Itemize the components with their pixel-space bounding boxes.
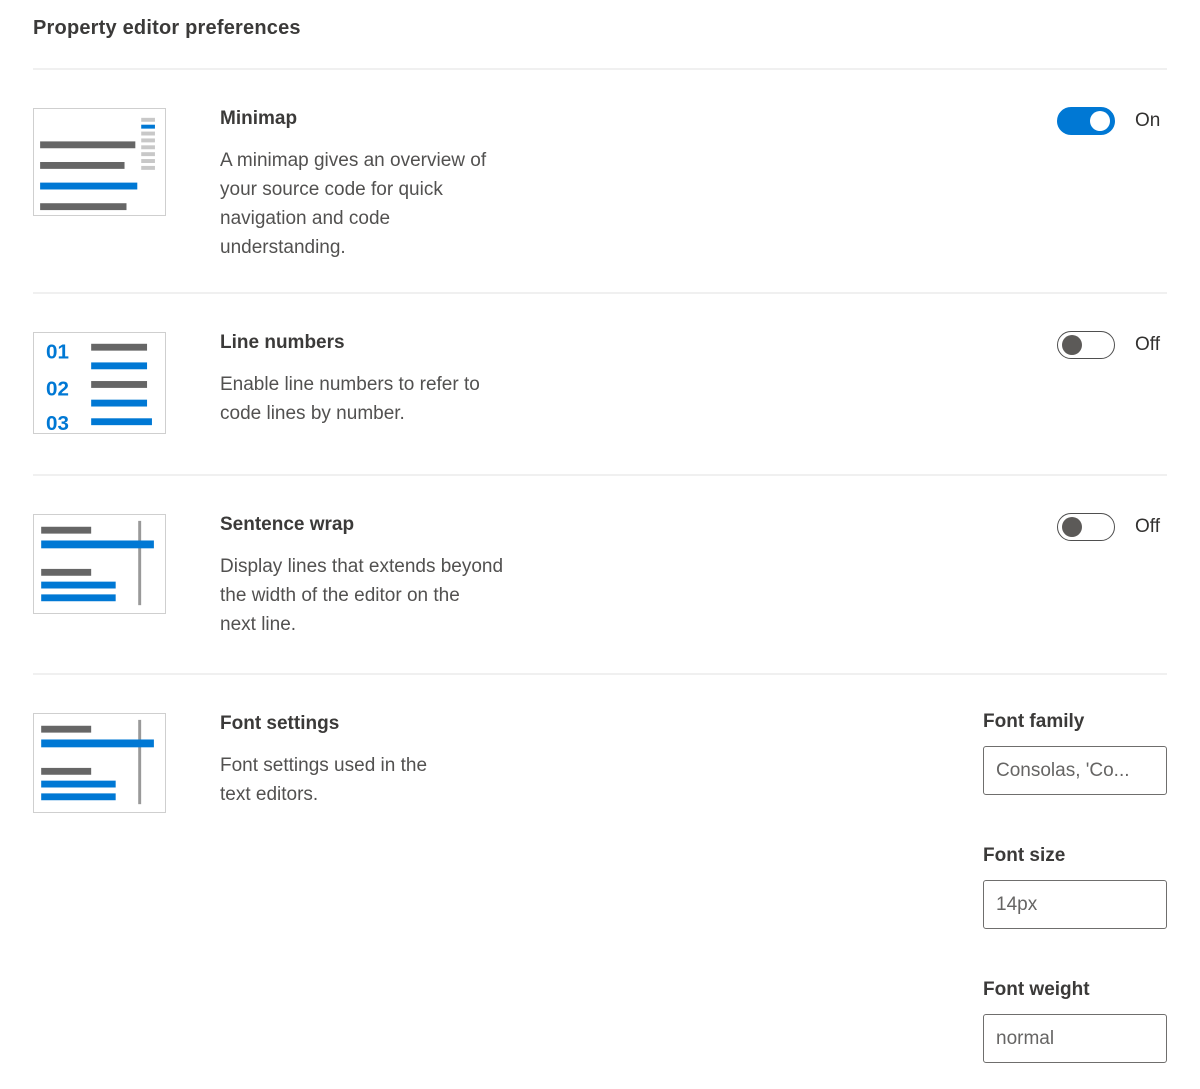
section-line-numbers: 01 02 03 Line numbers Enable line number… (33, 294, 1167, 464)
font-family-field-group: Font family (983, 711, 1167, 795)
font-weight-label: Font weight (983, 979, 1090, 1000)
line-numbers-title: Line numbers (220, 332, 345, 353)
svg-text:03: 03 (46, 412, 69, 433)
line-numbers-control: Off (1057, 330, 1167, 359)
minimap-text: Minimap A minimap gives an overview of y… (220, 106, 580, 262)
sentence-wrap-toggle-row: Off (1057, 513, 1167, 541)
font-family-input[interactable] (983, 746, 1167, 795)
minimap-toggle-label: On (1135, 110, 1161, 131)
font-settings-title: Font settings (220, 713, 340, 734)
sentence-wrap-control: Off (1057, 512, 1167, 541)
line-numbers-toggle[interactable] (1057, 331, 1115, 359)
font-size-label: Font size (983, 845, 1066, 866)
minimap-control: On (1057, 106, 1167, 135)
section-divider (33, 292, 1167, 294)
section-sentence-wrap: Sentence wrap Display lines that extends… (33, 476, 1167, 669)
section-divider (33, 68, 1167, 70)
sentence-wrap-toggle-label: Off (1135, 516, 1160, 537)
line-numbers-toggle-row: Off (1057, 331, 1167, 359)
svg-text:01: 01 (46, 340, 69, 363)
sentence-wrap-icon (33, 514, 166, 614)
toggle-knob (1062, 517, 1082, 537)
page-title: Property editor preferences (33, 17, 301, 39)
font-settings-description: Font settings used in the text editors. (220, 755, 428, 805)
font-settings-fields: Font family Font size Font weight (983, 711, 1167, 1063)
sentence-wrap-toggle[interactable] (1057, 513, 1115, 541)
line-numbers-text: Line numbers Enable line numbers to refe… (220, 330, 580, 428)
preferences-page: Property editor preferences Minimap A mi (33, 0, 1167, 1063)
minimap-description: A minimap gives an overview of your sour… (220, 150, 487, 258)
sentence-wrap-description: Display lines that extends beyond the wi… (220, 556, 504, 635)
font-family-label: Font family (983, 711, 1085, 732)
toggle-knob (1090, 111, 1110, 131)
font-size-field-group: Font size (983, 845, 1167, 929)
minimap-toggle[interactable] (1057, 107, 1115, 135)
font-weight-field-group: Font weight (983, 979, 1167, 1063)
minimap-toggle-row: On (1057, 107, 1167, 135)
section-font-settings: Font settings Font settings used in the … (33, 675, 1167, 1063)
line-numbers-description: Enable line numbers to refer to code lin… (220, 374, 480, 424)
section-divider (33, 474, 1167, 476)
font-size-input[interactable] (983, 880, 1167, 929)
svg-text:02: 02 (46, 378, 69, 401)
sentence-wrap-title: Sentence wrap (220, 514, 355, 535)
font-settings-text: Font settings Font settings used in the … (220, 711, 580, 809)
section-minimap: Minimap A minimap gives an overview of y… (33, 70, 1167, 292)
section-divider (33, 673, 1167, 675)
minimap-icon (33, 108, 166, 216)
sentence-wrap-text: Sentence wrap Display lines that extends… (220, 512, 580, 639)
line-numbers-icon: 01 02 03 (33, 332, 166, 434)
font-settings-icon (33, 713, 166, 813)
toggle-knob (1062, 335, 1082, 355)
minimap-title: Minimap (220, 108, 298, 129)
line-numbers-toggle-label: Off (1135, 334, 1160, 355)
font-weight-input[interactable] (983, 1014, 1167, 1063)
